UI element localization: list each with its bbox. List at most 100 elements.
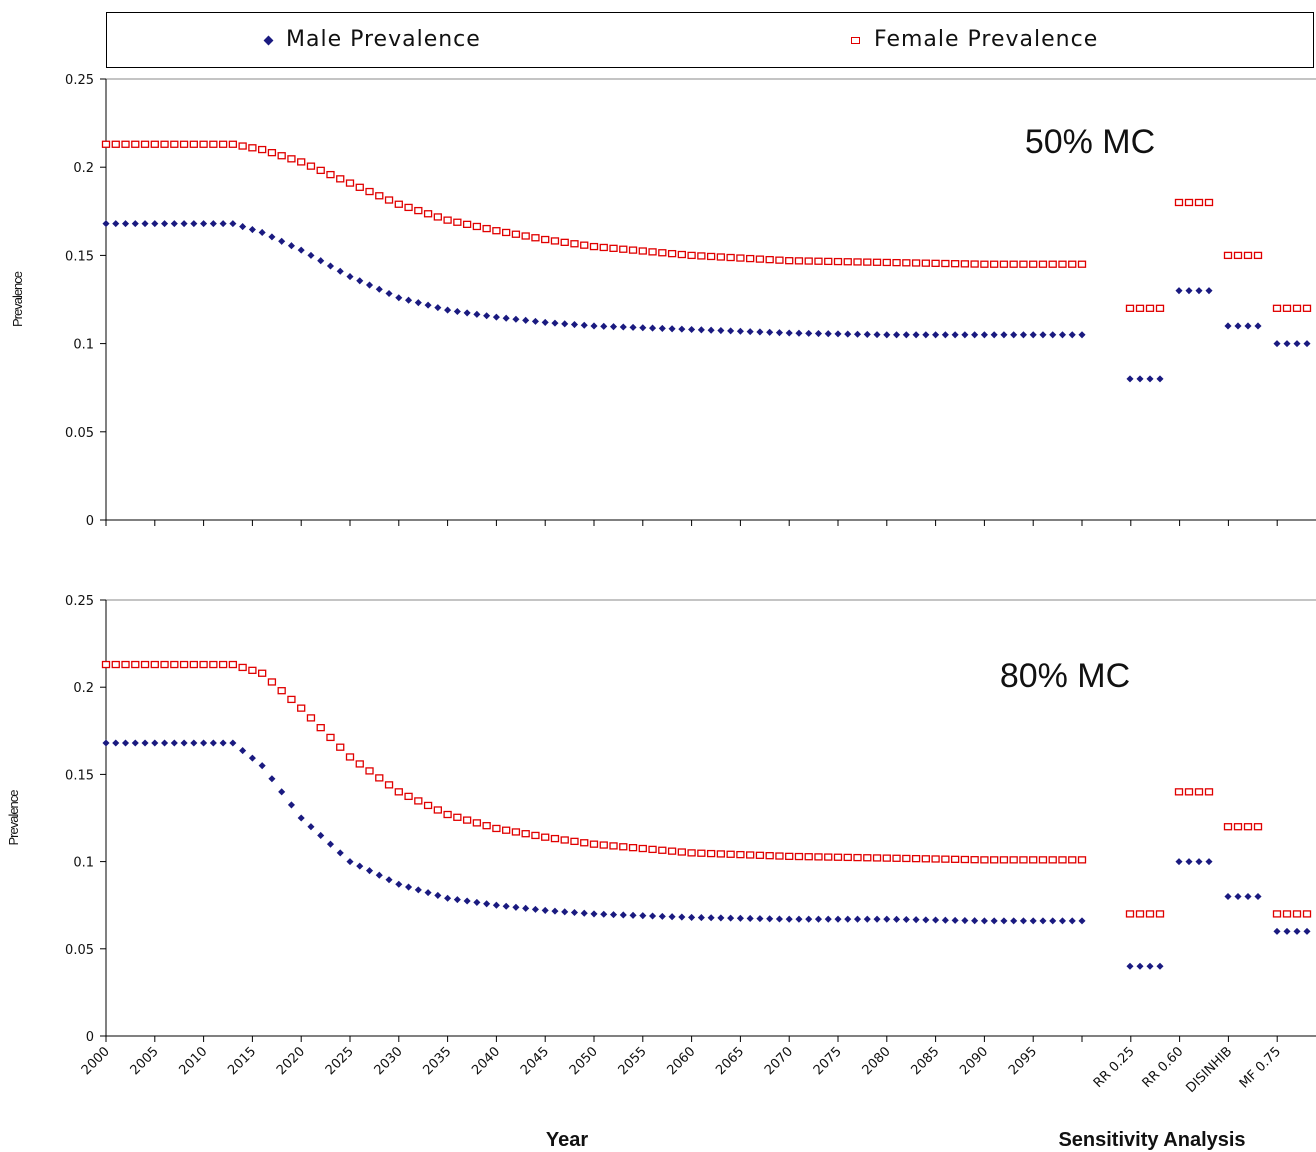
male-data-point [873, 331, 881, 339]
sensitivity-male-point [1146, 962, 1154, 970]
female-data-point [609, 842, 618, 850]
male-data-point [395, 880, 403, 888]
male-data-point [502, 314, 510, 322]
sensitivity-male-point [1175, 858, 1183, 866]
female-data-point [443, 216, 452, 224]
male-data-point [668, 325, 676, 333]
male-data-point [229, 220, 237, 228]
sensitivity-female-point [1292, 910, 1302, 918]
male-data-point [1029, 331, 1037, 339]
male-data-point [902, 331, 910, 339]
male-data-point [805, 329, 813, 337]
male-data-point [941, 916, 949, 924]
male-data-point [522, 316, 530, 324]
female-data-point [521, 232, 530, 240]
female-data-point [453, 218, 462, 226]
female-data-point [863, 854, 872, 862]
sensitivity-female-point [1184, 198, 1194, 207]
female-data-point [433, 806, 442, 814]
male-data-point [951, 331, 959, 339]
male-data-point [1058, 917, 1067, 925]
sensitivity-male-point [1254, 322, 1262, 330]
female-data-point [1019, 260, 1028, 268]
male-data-point [200, 220, 208, 228]
female-data-point [121, 660, 130, 669]
male-data-point [287, 801, 295, 809]
male-data-point [941, 331, 949, 339]
x-tick-label: 2070 [762, 1044, 796, 1078]
female-data-point [765, 852, 774, 860]
x-tick-label: 2065 [713, 1044, 747, 1078]
male-data-point [834, 915, 842, 923]
female-data-point [228, 660, 238, 669]
legend-female-label: Female Prevalence [874, 27, 1099, 52]
male-data-point [180, 220, 188, 228]
female-data-point [258, 669, 267, 677]
male-data-point [405, 883, 413, 891]
female-data-point [306, 714, 316, 722]
female-data-point [785, 852, 794, 861]
x-tick-label: 2080 [860, 1044, 894, 1078]
male-data-point [102, 739, 110, 747]
sensitivity-male-point [1273, 340, 1281, 348]
female-data-point [433, 213, 442, 221]
male-data-point [1049, 917, 1057, 925]
sensitivity-female-point [1253, 251, 1263, 260]
male-data-point [863, 330, 871, 338]
x-tick-label: 2075 [811, 1044, 845, 1078]
sensitivity-female-point [1204, 198, 1214, 207]
sensitivity-female-point [1223, 251, 1233, 260]
male-data-point [814, 915, 823, 923]
female-data-point [638, 247, 647, 255]
male-data-point [346, 858, 354, 866]
x-tick-label: 2035 [420, 1044, 454, 1078]
male-data-point [707, 326, 715, 334]
female-data-point [950, 260, 960, 268]
male-data-point [1078, 331, 1086, 339]
y-tick-label: 0.2 [73, 681, 94, 696]
male-data-point [541, 906, 549, 914]
male-data-point [980, 331, 988, 339]
y-axis-title: Prevalence [10, 271, 25, 327]
female-data-point [101, 660, 111, 669]
female-data-point [492, 227, 501, 235]
male-data-point [444, 306, 452, 314]
sensitivity-tick-label: RR 0.25 [1091, 1044, 1138, 1091]
sensitivity-male-point [1156, 375, 1164, 383]
female-data-point [706, 252, 716, 261]
sensitivity-male-point [1195, 858, 1203, 866]
male-data-point [824, 330, 832, 338]
male-data-point [727, 327, 735, 335]
female-data-point [882, 258, 891, 267]
female-data-point [677, 250, 686, 259]
female-data-point [336, 175, 345, 183]
female-data-point [716, 850, 726, 858]
female-data-point [502, 826, 511, 834]
sensitivity-male-point [1126, 375, 1134, 383]
female-data-point [316, 724, 325, 732]
male-data-point [707, 914, 715, 922]
sensitivity-female-point [1223, 823, 1233, 831]
sensitivity-male-point [1303, 340, 1311, 348]
male-data-point [522, 904, 530, 912]
male-data-point [873, 915, 881, 923]
male-data-point [1019, 917, 1027, 925]
female-data-point [814, 257, 823, 265]
sensitivity-male-point [1234, 322, 1242, 330]
sensitivity-male-point [1273, 927, 1281, 935]
male-data-point [336, 849, 344, 857]
female-data-point [706, 849, 716, 858]
female-data-point [726, 850, 735, 858]
female-data-point [833, 257, 843, 266]
male-data-point [1010, 331, 1018, 339]
male-data-point [209, 739, 217, 747]
female-data-point [628, 246, 638, 254]
male-data-point [483, 312, 491, 320]
female-data-point [336, 743, 345, 751]
sensitivity-female-point [1135, 910, 1145, 918]
female-data-point [404, 792, 413, 801]
male-data-point [688, 913, 696, 921]
female-data-point [297, 704, 306, 712]
male-data-point [375, 871, 383, 879]
sensitivity-male-point [1244, 322, 1252, 330]
